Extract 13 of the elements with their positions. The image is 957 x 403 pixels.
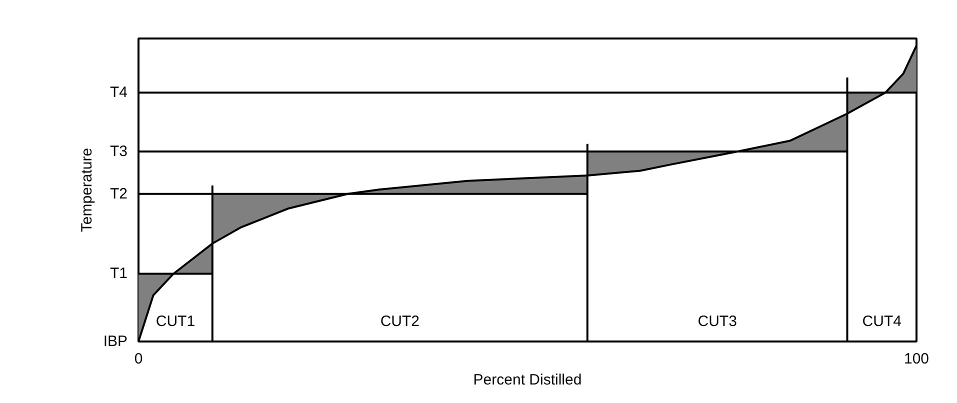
x-axis-title: Percent Distilled bbox=[473, 372, 582, 388]
series-label: T1 bbox=[110, 265, 128, 282]
annotation: CUT2 bbox=[380, 313, 420, 330]
annotation: CUT4 bbox=[862, 313, 902, 330]
annotation: CUT1 bbox=[156, 313, 196, 330]
series-label: IBP bbox=[103, 333, 128, 350]
series-label: T3 bbox=[110, 143, 128, 160]
annotation: CUT3 bbox=[698, 313, 737, 330]
series-label: T2 bbox=[110, 185, 128, 202]
x-tick-label: 0 bbox=[134, 350, 143, 368]
series-label: T4 bbox=[110, 84, 128, 102]
x-tick-label: 100 bbox=[904, 350, 930, 368]
y-axis-title: Temperature bbox=[78, 148, 96, 232]
